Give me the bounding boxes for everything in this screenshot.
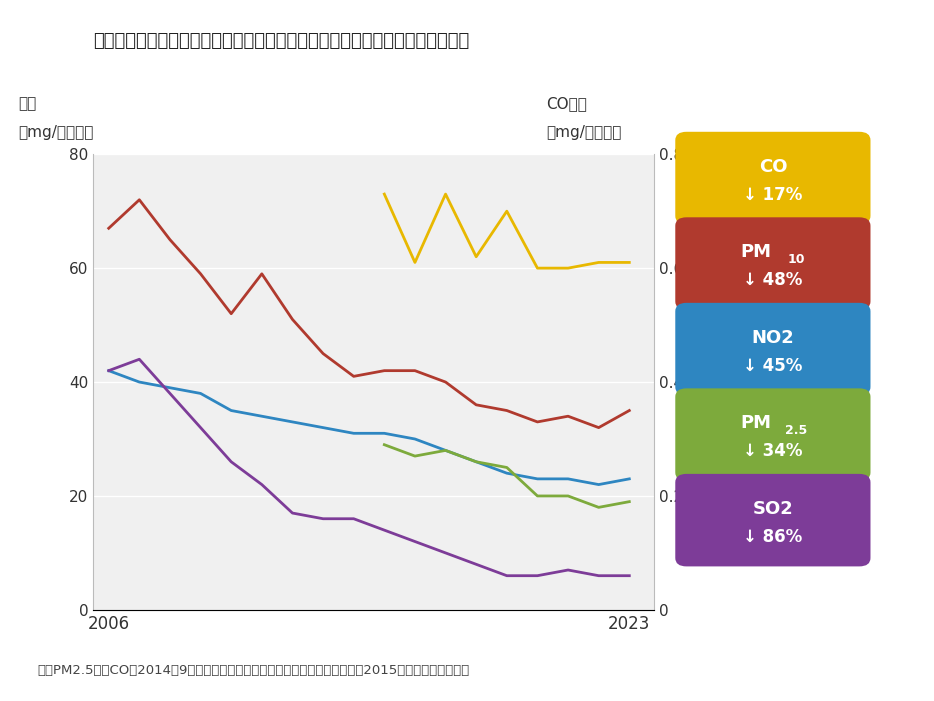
- Text: 珠江デルタ地域大気質観測ネットワークにおける汚染物質濃度の長期トレンド: 珠江デルタ地域大気質観測ネットワークにおける汚染物質濃度の長期トレンド: [93, 32, 470, 50]
- Text: 2.5: 2.5: [785, 424, 807, 437]
- Text: ↓ 86%: ↓ 86%: [743, 528, 802, 546]
- Text: 10: 10: [787, 253, 805, 266]
- Text: ↓ 48%: ↓ 48%: [743, 271, 802, 290]
- Text: ↓ 45%: ↓ 45%: [743, 357, 802, 375]
- Text: PM: PM: [741, 243, 771, 261]
- Text: （mg/立方米）: （mg/立方米）: [19, 125, 94, 139]
- Text: 濃度: 濃度: [19, 97, 37, 111]
- Text: ↓ 34%: ↓ 34%: [743, 442, 802, 461]
- Text: ↓ 17%: ↓ 17%: [743, 186, 802, 204]
- Text: NO2: NO2: [752, 329, 794, 347]
- Text: PM: PM: [741, 414, 771, 433]
- Text: CO濃度: CO濃度: [546, 97, 587, 111]
- Text: SO2: SO2: [753, 500, 793, 518]
- Text: 註：PM2.5及びCOは2014年9月から観測ネットワークに加入。そのトレンドは2015年をベースに計算。: 註：PM2.5及びCOは2014年9月から観測ネットワークに加入。そのトレンドは…: [37, 665, 470, 677]
- Text: （mg/立方米）: （mg/立方米）: [546, 125, 622, 139]
- Text: CO: CO: [758, 158, 787, 176]
